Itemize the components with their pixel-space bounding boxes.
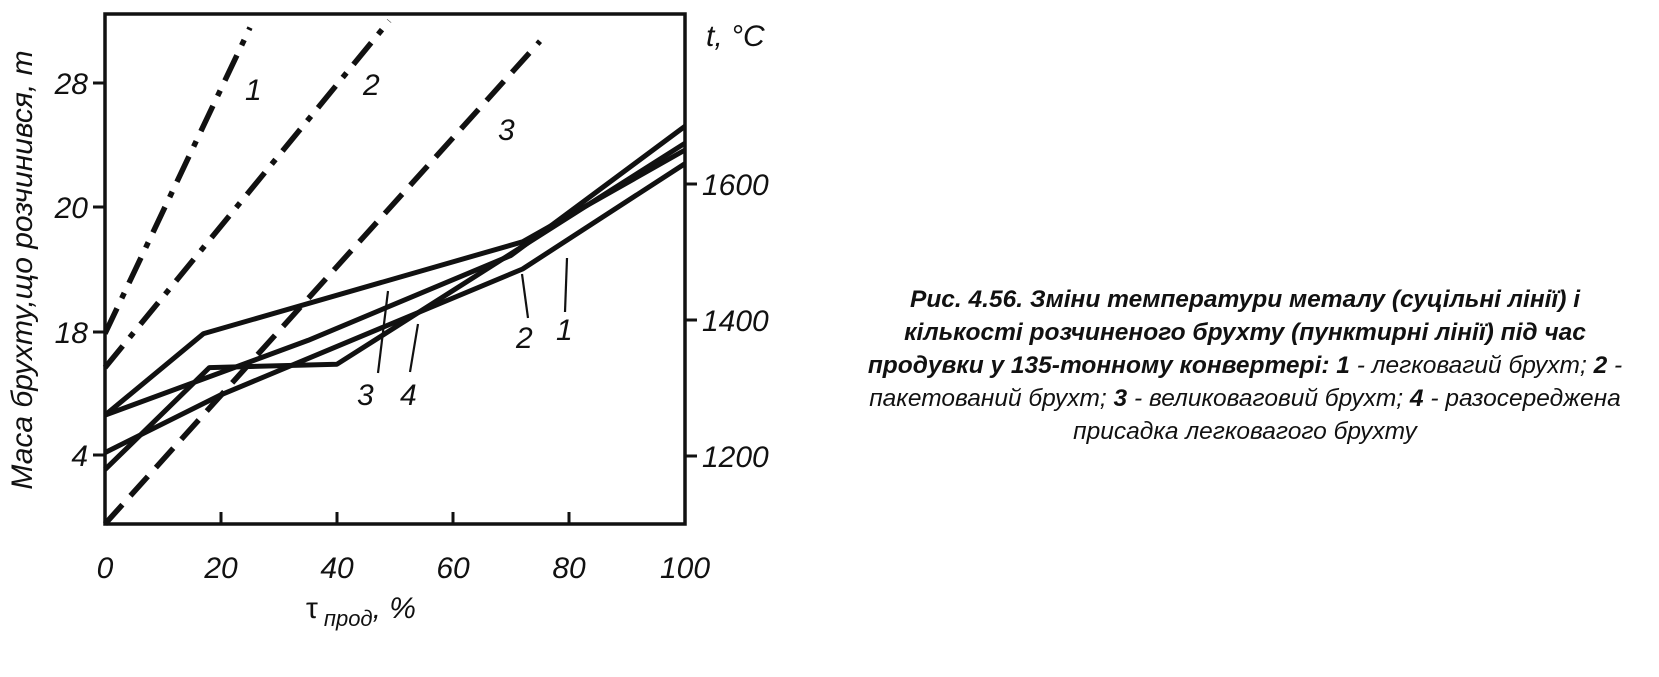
temperature-series-2 — [103, 161, 687, 455]
caption-item3-text: - великоваговий брухт; — [1127, 385, 1410, 412]
curve-label-4: 4 — [400, 379, 417, 412]
caption-fig-number: Рис. 4.56. — [910, 286, 1024, 313]
scrap-series-3 — [102, 39, 543, 526]
caption-item4-text: - разосереджена присадка легковагого бру… — [1073, 385, 1621, 445]
x-axis-unit: , % — [373, 592, 416, 625]
curve-label-1: 1 — [245, 74, 262, 107]
x-tick-label: 80 — [552, 552, 586, 585]
right-axis-title: t, °C — [706, 20, 765, 53]
caption-item2-num: 2 — [1593, 352, 1608, 379]
caption-item4-num: 4 — [1409, 385, 1424, 412]
plot-frame — [103, 12, 687, 526]
caption-item1-text: - легковагий брухт; — [1349, 352, 1594, 379]
label-leader-line — [408, 323, 420, 373]
x-axis-subscript: прод — [324, 606, 373, 631]
curve-label-2: 2 — [362, 69, 380, 102]
x-tick-label: 20 — [203, 552, 238, 585]
left-tick-label: 20 — [54, 192, 89, 225]
x-tick-label: 60 — [436, 552, 470, 585]
curve-label-3: 3 — [357, 379, 374, 412]
caption-item3-num: 3 — [1113, 385, 1128, 412]
caption-title: Зміни температури металу (суцільні лінії… — [867, 286, 1586, 379]
label-leaders — [376, 257, 569, 374]
left-tick-label: 4 — [71, 440, 88, 473]
x-tick-label: 40 — [320, 552, 354, 585]
scrap-series-1 — [102, 26, 253, 335]
curve-label-1: 1 — [556, 314, 573, 347]
label-leader-line — [376, 290, 390, 374]
caption-item1-num: 1 — [1336, 352, 1350, 379]
series-group — [102, 19, 687, 526]
curve-label-3: 3 — [498, 114, 515, 147]
right-tick-label: 1600 — [702, 169, 769, 202]
figure-caption: Рис. 4.56. Зміни температури металу (суц… — [860, 283, 1630, 448]
x-axis-symbol: τ — [306, 592, 318, 625]
left-tick-label: 28 — [54, 68, 89, 101]
axis-ticks — [93, 81, 697, 524]
label-leader-line — [520, 273, 530, 319]
x-tick-label: 0 — [97, 552, 114, 585]
right-tick-label: 1200 — [702, 441, 769, 474]
right-tick-label: 1400 — [702, 305, 769, 338]
label-leader-line — [563, 257, 569, 313]
temperature-series-4 — [104, 124, 687, 418]
caption-item2-text: - пакетований брухт; — [869, 352, 1623, 412]
scrap-series-2 — [102, 19, 392, 370]
tick-labels: 0 20 40 60 80 100 1200 1400 1600 4 18 20 28 — [54, 68, 769, 585]
x-axis-title: τ прод, % — [306, 592, 416, 631]
left-tick-label: 18 — [55, 317, 89, 350]
curve-label-2: 2 — [515, 322, 533, 355]
chart: 0 20 40 60 80 100 1200 1400 1600 4 18 20 28 Маса бру… — [6, 12, 769, 631]
x-tick-label: 100 — [660, 552, 710, 585]
left-axis-title: Маса брухту,що розчинився, т — [6, 50, 39, 489]
